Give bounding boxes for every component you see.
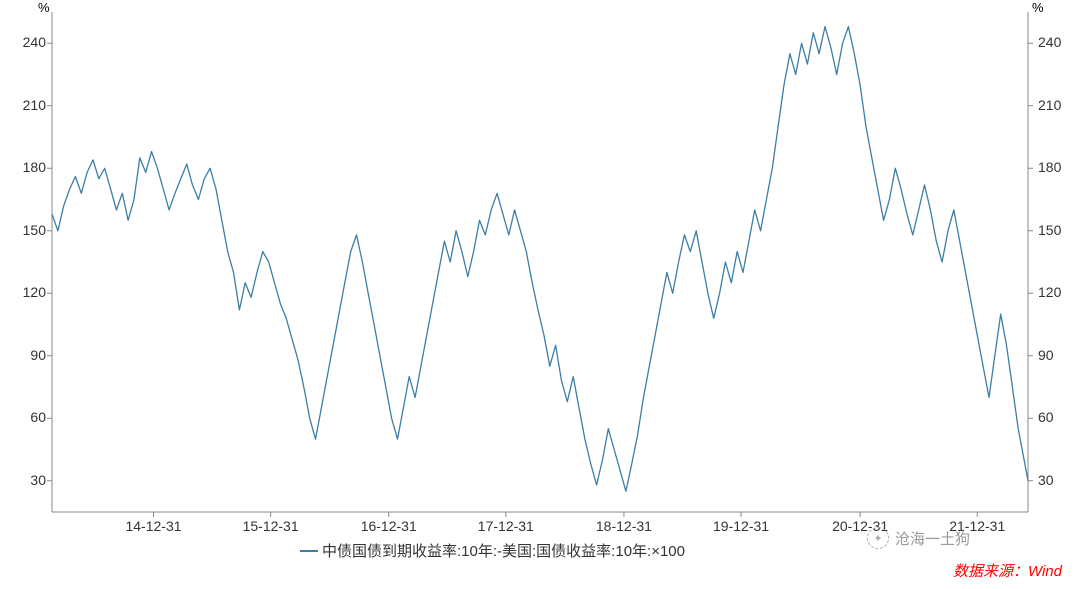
y-tick-right: 180 <box>1038 159 1078 175</box>
chart-container: % % 30 60 90 120 150 180 210 240 30 60 90 120 150 18… <box>0 0 1080 589</box>
x-tick: 14-12-31 <box>125 518 181 534</box>
watermark-text: 沧海一土狗 <box>895 528 970 549</box>
y-tick-right: 120 <box>1038 284 1078 300</box>
x-tick: 18-12-31 <box>596 518 652 534</box>
y-tick-right: 60 <box>1038 409 1078 425</box>
data-source: 数据来源：Wind <box>953 560 1062 581</box>
y-tick-right: 210 <box>1038 97 1078 113</box>
legend-swatch <box>300 550 318 552</box>
legend: 中债国债到期收益率:10年:-美国:国债收益率:10年:×100 <box>300 540 685 561</box>
y-tick-left: 90 <box>6 347 46 363</box>
y-tick-left: 60 <box>6 409 46 425</box>
y-tick-left: 240 <box>6 34 46 50</box>
y-tick-left: 180 <box>6 159 46 175</box>
x-tick: 15-12-31 <box>243 518 299 534</box>
wechat-icon: ✦ <box>867 527 889 549</box>
y-tick-right: 30 <box>1038 472 1078 488</box>
y-tick-left: 30 <box>6 472 46 488</box>
x-tick: 19-12-31 <box>713 518 769 534</box>
line-chart <box>0 0 1080 589</box>
y-tick-right: 90 <box>1038 347 1078 363</box>
y-tick-left: 150 <box>6 222 46 238</box>
x-tick: 16-12-31 <box>361 518 417 534</box>
watermark: ✦ 沧海一土狗 <box>867 527 970 549</box>
y-tick-right: 240 <box>1038 34 1078 50</box>
x-tick: 17-12-31 <box>478 518 534 534</box>
y-unit-left: % <box>38 0 50 15</box>
y-unit-right: % <box>1032 0 1044 15</box>
y-tick-left: 120 <box>6 284 46 300</box>
y-tick-right: 150 <box>1038 222 1078 238</box>
legend-label: 中债国债到期收益率:10年:-美国:国债收益率:10年:×100 <box>322 540 685 561</box>
y-tick-left: 210 <box>6 97 46 113</box>
